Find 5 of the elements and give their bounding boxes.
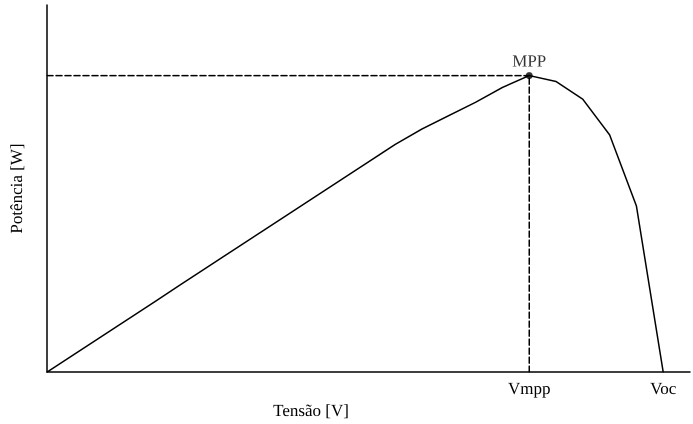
x-tick-label: Voc: [650, 379, 677, 398]
x-tick-label: Vmpp: [508, 379, 550, 398]
y-axis-title: Potência [W]: [7, 143, 26, 234]
annotation: MPP: [512, 52, 546, 71]
x-axis-title: Tensão [V]: [273, 401, 349, 420]
